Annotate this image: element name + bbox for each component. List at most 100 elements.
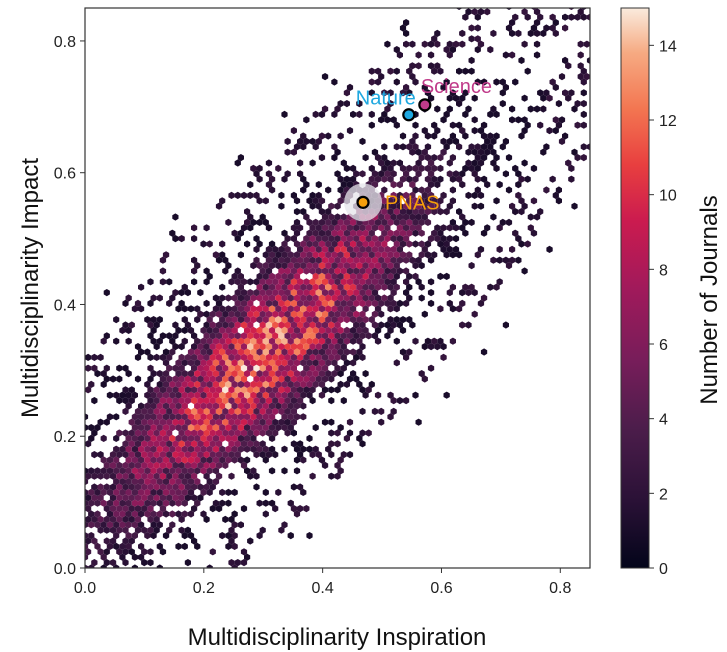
hexbin-cell: [334, 461, 341, 469]
hexbin-cell: [172, 494, 179, 502]
hexbin-cell: [231, 380, 238, 388]
hexbin-cell: [306, 218, 313, 226]
hexbin-cell: [412, 143, 419, 151]
hexbin-cell: [318, 391, 326, 399]
hexbin-cell: [427, 62, 435, 70]
hexbin-cell: [203, 418, 210, 426]
hexbin-cell: [91, 397, 98, 405]
hexbin-cell: [290, 224, 297, 232]
hexbin-cell: [290, 332, 297, 340]
hexbin-cell: [253, 440, 260, 448]
hexbin-cell: [100, 564, 107, 568]
hexbin-cell: [477, 299, 485, 307]
hexbin-cell: [159, 267, 167, 275]
hexbin-cell: [424, 175, 432, 183]
hexbin-cell: [350, 326, 357, 334]
hexbin-cell: [172, 289, 179, 297]
hexbin-cell: [116, 429, 123, 437]
hexbin-cell: [153, 440, 160, 448]
hexbin-cell: [172, 472, 179, 480]
hexbin-cell: [175, 359, 182, 367]
hexbin-cell: [484, 181, 491, 189]
hexbin-cell: [128, 515, 135, 523]
hexbin-cell: [191, 224, 198, 232]
hexbin-cell: [499, 218, 506, 226]
hexbin-cell: [275, 251, 282, 259]
hexbin-cell: [452, 40, 460, 48]
hexbin-cell: [437, 208, 444, 216]
hexbin-cell: [268, 337, 276, 345]
hexbin-cell: [287, 326, 294, 334]
hexbin-cell: [300, 359, 307, 367]
hexbin-cell: [178, 375, 185, 383]
hexbin-cell: [206, 413, 213, 421]
hexbin-cell: [134, 505, 142, 513]
hexbin-cell: [147, 548, 154, 556]
colorbar-tick-label: 14: [659, 38, 677, 55]
hexbin-cell: [150, 445, 157, 453]
hexbin-cell: [300, 294, 307, 302]
y-tick-label: 0.0: [54, 561, 76, 578]
hexbin-cell: [197, 483, 204, 491]
hexbin-cell: [431, 154, 438, 162]
hexbin-cell: [215, 461, 223, 469]
hexbin-cell: [321, 299, 329, 307]
hexbin-cell: [138, 542, 145, 550]
hexbin-cell: [187, 434, 195, 442]
hexbin-cell: [191, 451, 198, 459]
hexbin-cell: [128, 429, 135, 437]
hexbin-cell: [552, 29, 559, 37]
hexbin-cell: [225, 359, 232, 367]
hexbin-cell: [225, 326, 232, 334]
hexbin-cell: [240, 375, 248, 383]
hexbin-cell: [169, 348, 176, 356]
hexbin-cell: [337, 251, 344, 259]
hexbin-cell: [412, 121, 419, 129]
hexbin-cell: [234, 418, 241, 426]
hexbin-cell: [281, 445, 288, 453]
hexbin-cell: [474, 35, 481, 43]
hexbin-cell: [537, 208, 544, 216]
hexbin-cell: [346, 418, 354, 426]
hexbin-cell: [387, 272, 394, 280]
hexbin-cell: [206, 478, 213, 486]
hexbin-cell: [131, 553, 138, 561]
hexbin-cell: [153, 451, 160, 459]
hexbin-cell: [240, 407, 248, 415]
hexbin-cell: [253, 429, 260, 437]
hexbin-cell: [287, 391, 294, 399]
hexbin-cell: [362, 240, 369, 248]
hexbin-cell: [272, 278, 279, 286]
hexbin-cell: [200, 337, 207, 345]
hexbin-cell: [200, 488, 207, 496]
hexbin-cell: [387, 391, 394, 399]
hexbin-cell: [191, 375, 198, 383]
hexbin-cell: [237, 154, 244, 162]
hexbin-cell: [328, 289, 335, 297]
hexbin-cell: [184, 418, 191, 426]
hexbin-cell: [197, 494, 204, 502]
hexbin-cell: [315, 353, 322, 361]
hexbin-cell: [303, 343, 310, 351]
hexbin-cell: [212, 337, 220, 345]
hexbin-cell: [225, 542, 232, 550]
hexbin-cell: [197, 353, 204, 361]
hexbin-cell: [175, 413, 182, 421]
hexbin-cell: [284, 170, 291, 178]
hexbin-cell: [275, 488, 282, 496]
hexbin-cell: [384, 116, 391, 124]
hexbin-cell: [231, 337, 238, 345]
hexbin-cell: [287, 337, 294, 345]
hexbin-cell: [415, 51, 422, 59]
hexbin-cell: [334, 343, 341, 351]
hexbin-cell: [509, 245, 516, 253]
hexbin-cell: [237, 348, 244, 356]
hexbin-cell: [287, 413, 294, 421]
hexbin-cell: [412, 337, 419, 345]
hexbin-cell: [462, 164, 469, 172]
hexbin-cell: [293, 272, 301, 280]
hexbin-cell: [303, 321, 310, 329]
hexbin-cell: [113, 456, 120, 464]
hexbin-cell: [337, 380, 344, 388]
hexbin-cell: [362, 272, 369, 280]
